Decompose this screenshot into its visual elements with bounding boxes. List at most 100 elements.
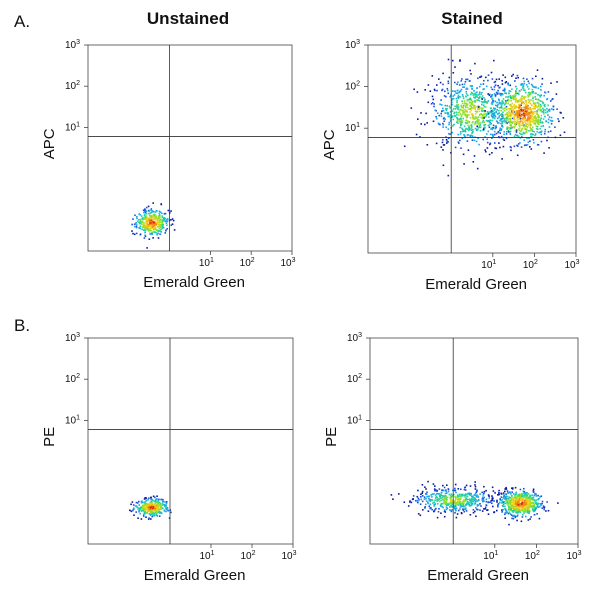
data-points <box>390 480 559 526</box>
data-point <box>466 87 468 90</box>
data-point <box>538 102 540 105</box>
data-point <box>478 85 481 88</box>
data-point <box>511 510 513 512</box>
data-point <box>518 104 520 107</box>
data-point <box>448 76 451 79</box>
data-point <box>478 119 480 121</box>
data-point <box>460 124 462 127</box>
data-point <box>494 107 497 110</box>
data-point <box>433 501 436 503</box>
data-point <box>465 484 468 487</box>
data-point <box>516 110 518 112</box>
data-point <box>148 504 150 506</box>
data-point <box>481 103 483 106</box>
data-point <box>442 117 445 120</box>
data-point <box>480 109 483 112</box>
data-point <box>494 114 496 117</box>
data-point <box>441 141 444 144</box>
data-point <box>518 110 520 112</box>
data-point <box>429 498 431 501</box>
data-point <box>510 104 513 106</box>
data-point <box>485 115 487 118</box>
data-point <box>527 141 530 143</box>
data-point <box>151 211 153 213</box>
data-point <box>159 221 161 224</box>
data-point <box>158 504 160 507</box>
data-point <box>466 501 468 504</box>
data-point <box>136 506 138 508</box>
data-point <box>154 223 157 225</box>
data-point <box>145 213 148 215</box>
data-point <box>448 502 451 505</box>
data-point <box>475 140 478 143</box>
data-point <box>145 206 148 209</box>
data-point <box>442 126 444 128</box>
data-point <box>466 134 469 137</box>
data-point <box>484 506 487 509</box>
data-point <box>516 495 519 498</box>
data-point <box>145 505 147 507</box>
data-point <box>453 94 456 96</box>
data-point <box>463 125 466 128</box>
data-point <box>146 247 148 249</box>
data-point <box>465 102 467 105</box>
data-point <box>426 496 428 498</box>
data-point <box>454 108 457 110</box>
data-point <box>458 495 460 498</box>
data-point <box>501 123 503 125</box>
data-point <box>146 503 149 505</box>
data-point <box>459 508 461 510</box>
data-point <box>477 498 480 501</box>
data-point <box>152 202 154 204</box>
data-point <box>531 77 534 80</box>
data-point <box>527 496 529 499</box>
data-point <box>152 495 155 498</box>
data-point <box>471 88 474 90</box>
data-point <box>158 210 161 213</box>
data-point <box>156 500 158 503</box>
x-tick-label: 101 <box>199 257 214 269</box>
data-point <box>457 122 459 124</box>
data-point <box>453 111 456 114</box>
data-point <box>471 85 473 88</box>
data-point <box>157 498 160 501</box>
data-point <box>144 208 146 210</box>
data-point <box>491 98 493 100</box>
data-point <box>471 501 473 503</box>
data-point <box>436 112 439 114</box>
data-point <box>505 107 507 109</box>
data-point <box>440 112 442 115</box>
data-point <box>536 69 539 71</box>
data-point <box>478 114 481 116</box>
data-point <box>449 114 452 116</box>
data-point <box>148 226 150 228</box>
data-point <box>445 490 447 493</box>
data-point <box>540 133 543 136</box>
data-point <box>512 125 515 128</box>
data-point <box>144 234 146 237</box>
data-point <box>434 485 436 487</box>
data-point <box>530 124 532 126</box>
data-point <box>538 131 540 134</box>
data-point <box>504 92 506 94</box>
data-point <box>493 112 495 115</box>
plot-frame <box>87 337 294 545</box>
data-point <box>503 109 506 112</box>
data-point <box>440 503 443 506</box>
data-point <box>523 504 526 506</box>
data-point <box>164 504 166 507</box>
data-point <box>510 99 512 102</box>
data-point <box>144 218 147 220</box>
data-point <box>466 78 469 81</box>
data-point <box>159 508 161 510</box>
data-point <box>524 112 526 115</box>
data-point <box>443 144 446 146</box>
data-point <box>146 217 148 219</box>
data-point <box>444 495 447 497</box>
data-point <box>493 81 496 84</box>
data-point <box>156 210 158 212</box>
data-point <box>431 75 434 77</box>
data-point <box>467 94 469 97</box>
data-point <box>450 503 453 505</box>
